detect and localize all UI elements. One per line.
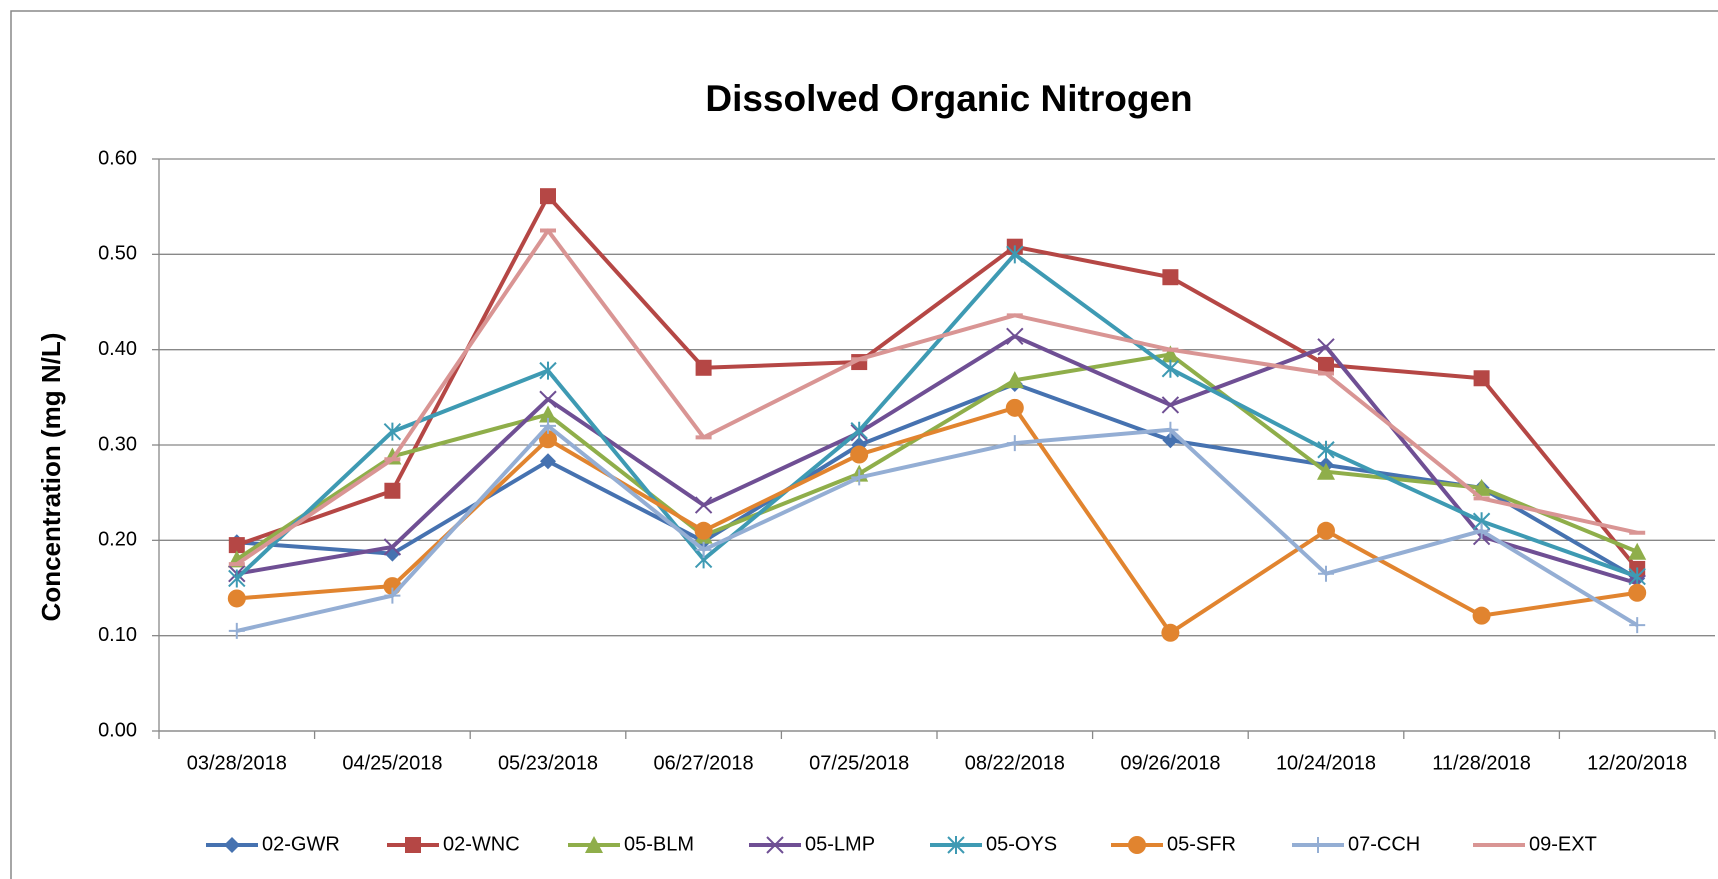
series-line — [236, 381, 1639, 581]
x-tick-label: 05/23/2018 — [498, 752, 598, 774]
marker — [227, 589, 246, 608]
marker — [1005, 371, 1024, 389]
marker — [1473, 370, 1490, 387]
marker — [1317, 338, 1335, 356]
marker — [1161, 359, 1180, 378]
marker — [1318, 565, 1334, 582]
y-tick-label: 0.00 — [98, 719, 137, 741]
marker — [1310, 837, 1326, 853]
legend-label: 05-BLM — [624, 833, 694, 855]
marker — [1472, 478, 1491, 496]
marker — [384, 482, 401, 499]
x-tick-label: 11/28/2018 — [1432, 752, 1531, 774]
marker — [1162, 432, 1179, 449]
marker — [1317, 440, 1335, 459]
y-tick-label: 0.60 — [98, 147, 137, 169]
marker — [539, 390, 557, 408]
marker — [1473, 522, 1490, 539]
marker — [384, 587, 401, 604]
marker — [1318, 356, 1334, 373]
marker — [383, 422, 402, 441]
marker — [539, 405, 557, 423]
marker — [1317, 521, 1335, 540]
x-tick-label: 04/25/2018 — [342, 752, 442, 774]
series-line — [236, 423, 1639, 633]
marker — [1005, 398, 1024, 417]
x-tick-label: 10/24/2018 — [1276, 752, 1376, 774]
marker — [1161, 396, 1180, 414]
x-tick-label: 09/26/2018 — [1120, 752, 1220, 774]
y-tick-label: 0.10 — [98, 624, 137, 646]
marker — [766, 836, 784, 854]
x-tick-label: 03/28/2018 — [187, 752, 287, 774]
marker — [850, 445, 869, 464]
legend-label: 05-SFR — [1167, 833, 1236, 855]
x-tick-label: 06/27/2018 — [654, 752, 754, 774]
x-tick-label: 07/25/2018 — [809, 752, 909, 774]
marker — [1128, 836, 1146, 854]
y-tick-label: 0.30 — [98, 433, 137, 455]
marker — [585, 836, 603, 853]
marker — [694, 496, 713, 514]
marker — [383, 538, 402, 556]
legend-label: 05-LMP — [805, 833, 875, 855]
marker — [695, 541, 712, 558]
marker — [405, 837, 421, 853]
y-tick-label: 0.20 — [98, 529, 137, 551]
marker — [228, 569, 246, 588]
x-tick-label: 12/20/2018 — [1587, 752, 1687, 774]
marker — [1629, 617, 1646, 634]
marker — [1628, 567, 1646, 586]
series-line — [235, 352, 1638, 562]
marker — [224, 837, 240, 853]
series-line — [235, 252, 1638, 580]
marker — [540, 188, 556, 205]
marker — [1472, 606, 1491, 625]
legend-label: 09-EXT — [1529, 833, 1597, 855]
marker — [1006, 245, 1024, 264]
chart-title: Dissolved Organic Nitrogen — [705, 78, 1192, 119]
marker — [1162, 269, 1179, 286]
marker — [1317, 462, 1335, 480]
marker — [228, 622, 245, 639]
marker — [1162, 421, 1179, 438]
marker — [851, 469, 868, 486]
marker — [540, 417, 556, 434]
marker — [1161, 345, 1180, 363]
legend-label: 05-OYS — [986, 833, 1057, 855]
marker — [1006, 435, 1023, 452]
marker — [1628, 583, 1647, 602]
marker — [947, 836, 965, 854]
legend-label: 02-GWR — [262, 833, 340, 855]
marker — [228, 537, 245, 554]
marker — [1628, 542, 1647, 560]
series-line — [235, 228, 1638, 566]
x-tick-label: 08/22/2018 — [965, 752, 1065, 774]
marker — [539, 430, 557, 449]
marker — [694, 521, 713, 540]
y-tick-label: 0.50 — [98, 243, 137, 265]
y-axis-label: Concentration (mg N/L) — [36, 333, 66, 622]
marker — [540, 453, 556, 470]
marker — [695, 359, 712, 376]
series-line — [236, 334, 1638, 586]
legend-label: 07-CCH — [1348, 833, 1420, 855]
marker — [539, 361, 557, 380]
marker — [1006, 327, 1024, 346]
legend-label: 02-WNC — [443, 833, 520, 855]
y-tick-label: 0.40 — [98, 338, 137, 360]
marker — [850, 421, 868, 440]
marker — [1161, 623, 1180, 642]
